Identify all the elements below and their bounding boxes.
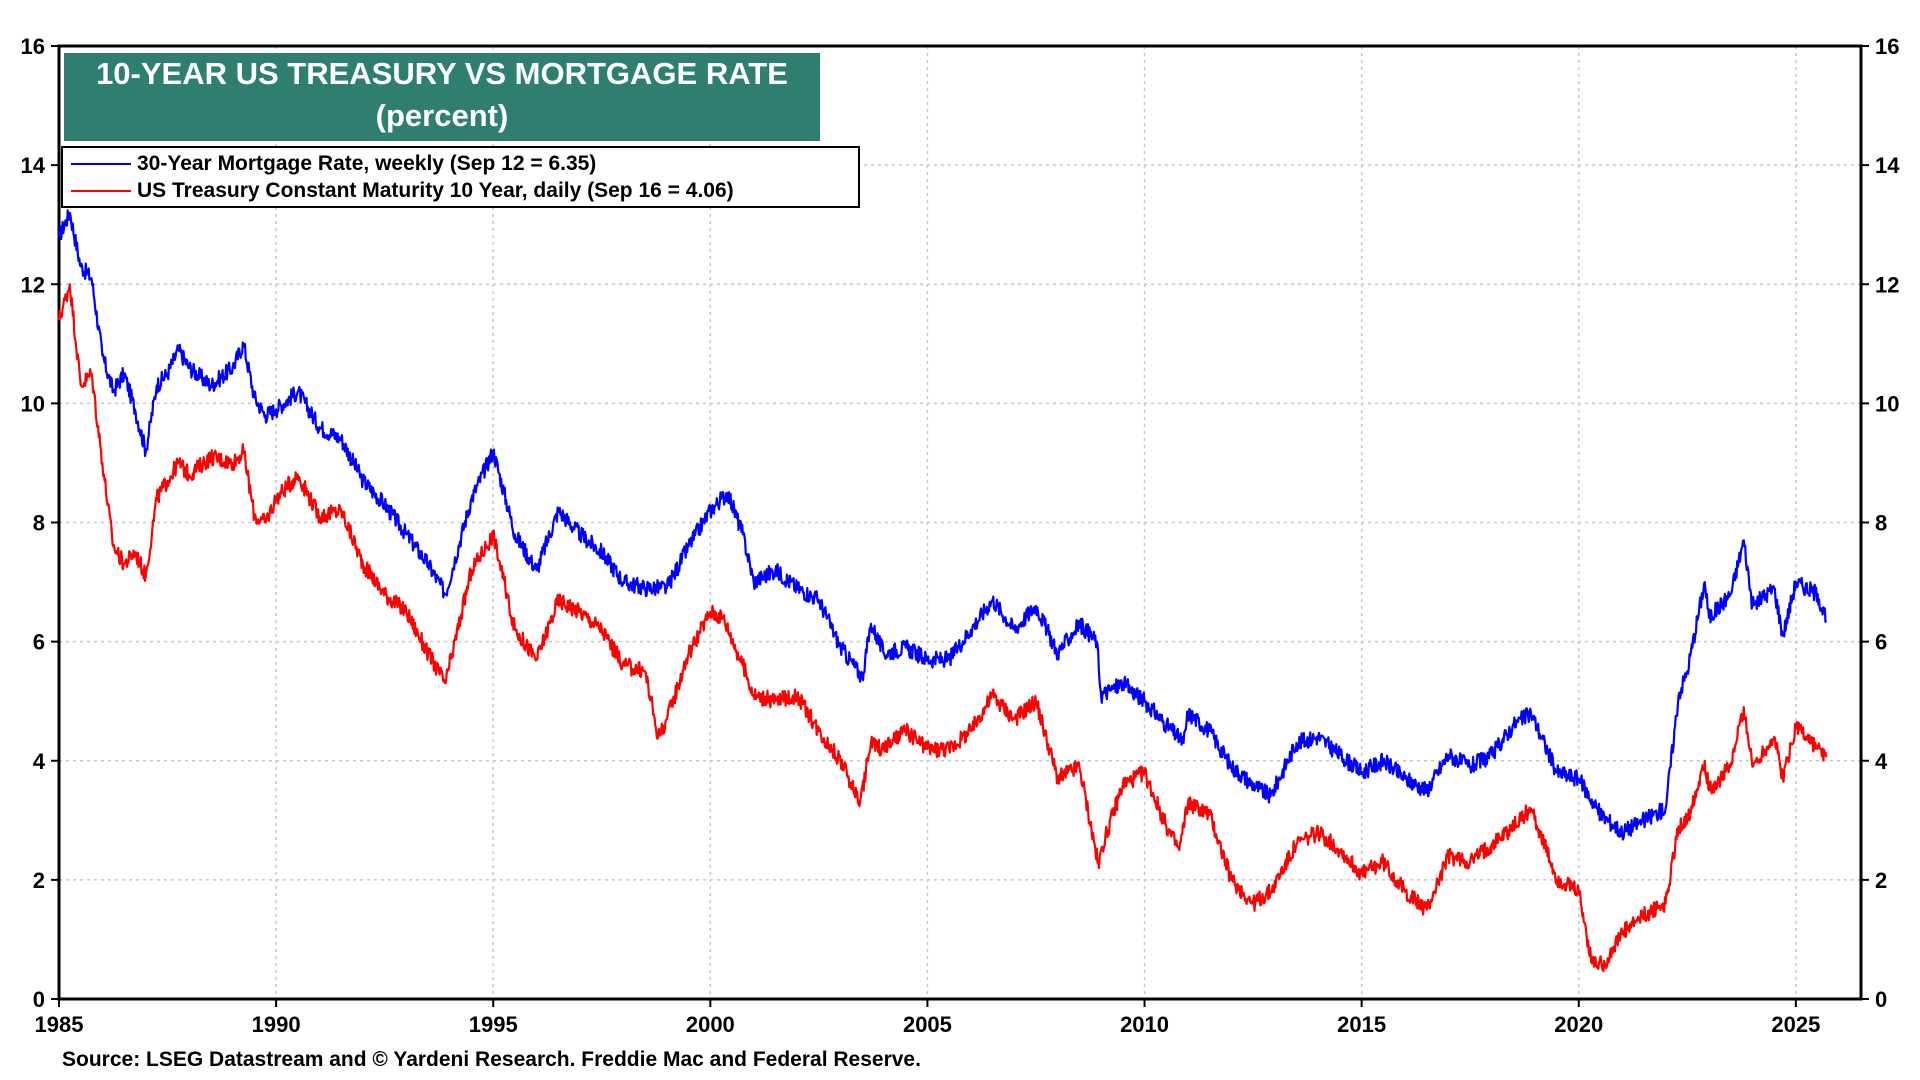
y-tick-label-right: 12: [1875, 272, 1899, 297]
x-tick-label: 2025: [1771, 1012, 1820, 1037]
y-axis-left: 0 2 4 6 8 10 12 14 16: [21, 34, 46, 1012]
y-tick-label-right: 8: [1875, 511, 1887, 536]
y-axis-right: 0 2 4 6 8 10 12 14 16: [1875, 34, 1900, 1012]
legend-swatch-treasury: [71, 190, 131, 193]
legend-item-mortgage: 30-Year Mortgage Rate, weekly (Sep 12 = …: [71, 150, 596, 178]
y-tick-label-left: 16: [21, 34, 45, 59]
x-tick-label: 2015: [1337, 1012, 1386, 1037]
source-note: Source: LSEG Datastream and © Yardeni Re…: [62, 1048, 921, 1071]
y-tick-label-right: 10: [1875, 391, 1899, 416]
chart-title: 10-YEAR US TREASURY VS MORTGAGE RATE: [96, 56, 788, 91]
y-tick-label-right: 4: [1875, 749, 1888, 774]
series-line-0: [57, 209, 1828, 841]
y-tick-label-left: 14: [21, 153, 46, 178]
x-tick-label: 2000: [686, 1012, 735, 1037]
y-tick-label-left: 12: [21, 272, 45, 297]
legend: 30-Year Mortgage Rate, weekly (Sep 12 = …: [61, 146, 860, 208]
y-tick-label-left: 8: [33, 511, 45, 536]
series-lines: [57, 209, 1828, 973]
x-tick-label: 2005: [903, 1012, 952, 1037]
x-axis: 1985 1990 1995 2000 2005 2010 2015 2020 …: [35, 1012, 1821, 1037]
legend-label-treasury: US Treasury Constant Maturity 10 Year, d…: [137, 179, 734, 202]
x-tick-label: 1985: [35, 1012, 84, 1037]
chart-subtitle: (percent): [375, 98, 509, 133]
x-tick-label: 1995: [469, 1012, 518, 1037]
x-tick-label: 1990: [252, 1012, 301, 1037]
chart-title-box: 10-YEAR US TREASURY VS MORTGAGE RATE (pe…: [64, 53, 820, 141]
tick-marks: [51, 45, 1869, 1007]
y-tick-label-left: 10: [21, 391, 45, 416]
x-tick-label: 2010: [1120, 1012, 1169, 1037]
y-tick-label-left: 0: [33, 987, 45, 1012]
y-tick-label-left: 4: [33, 749, 46, 774]
y-tick-label-left: 2: [33, 868, 45, 893]
legend-swatch-mortgage: [71, 163, 131, 166]
y-tick-label-right: 14: [1875, 153, 1900, 178]
y-tick-label-right: 2: [1875, 868, 1887, 893]
y-tick-label-right: 16: [1875, 34, 1899, 59]
legend-item-treasury: US Treasury Constant Maturity 10 Year, d…: [71, 177, 734, 205]
y-tick-label-right: 0: [1875, 987, 1887, 1012]
legend-label-mortgage: 30-Year Mortgage Rate, weekly (Sep 12 = …: [137, 152, 597, 175]
y-tick-label-right: 6: [1875, 630, 1887, 655]
series-line-1: [57, 283, 1828, 973]
y-tick-label-left: 6: [33, 630, 45, 655]
x-tick-label: 2020: [1554, 1012, 1603, 1037]
